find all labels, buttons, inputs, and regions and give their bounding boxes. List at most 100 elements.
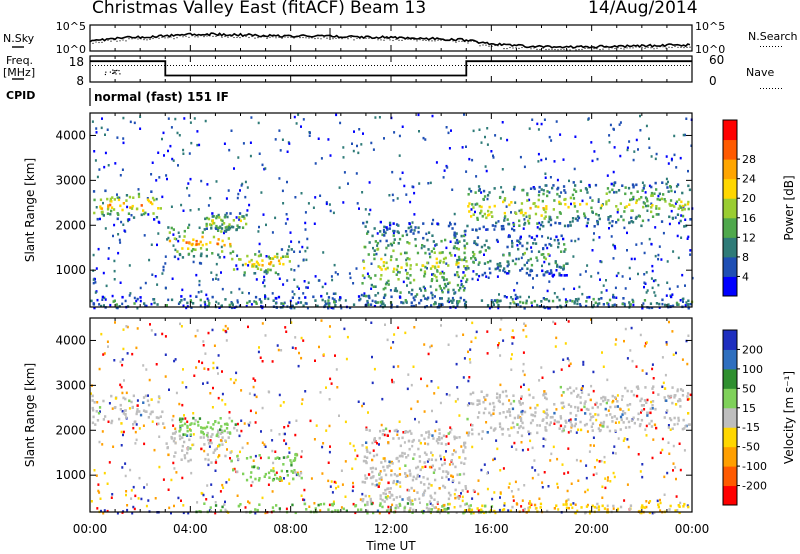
range-gate-cell <box>579 189 582 192</box>
freq-label-line2: [MHz] <box>3 66 36 79</box>
range-gate-cell <box>404 269 407 272</box>
range-gate-cell <box>676 388 679 391</box>
range-gate-cell <box>390 303 393 307</box>
range-gate-cell <box>641 505 644 509</box>
range-gate-cell <box>328 304 331 307</box>
range-gate-cell <box>457 247 460 251</box>
range-gate-cell <box>475 175 478 178</box>
range-gate-cell <box>477 509 480 512</box>
range-gate-cell <box>424 265 427 269</box>
range-gate-cell <box>533 503 537 507</box>
range-gate-cell <box>667 441 670 444</box>
beam-label: Beam 13 <box>350 0 427 18</box>
range-gate-cell <box>405 258 408 262</box>
nave-tick-label: 60 <box>709 53 724 67</box>
range-gate-cell <box>92 253 95 257</box>
nave-point <box>497 65 498 66</box>
range-gate-cell <box>544 271 547 274</box>
range-gate-cell <box>427 352 430 356</box>
range-gate-cell <box>635 385 639 389</box>
range-gate-cell <box>433 251 436 254</box>
nave-point <box>362 65 363 66</box>
range-gate-cell <box>180 458 183 461</box>
range-gate-cell <box>448 251 452 255</box>
range-gate-cell <box>98 168 101 171</box>
range-gate-cell <box>97 489 100 493</box>
range-gate-cell <box>158 221 161 224</box>
search-noise-point <box>362 37 364 39</box>
nave-legend-dot <box>775 88 776 89</box>
range-gate-cell <box>594 183 598 187</box>
range-gate-cell <box>604 477 607 480</box>
search-noise-point <box>245 35 247 38</box>
search-noise-point <box>116 40 118 42</box>
range-gate-cell <box>272 467 275 470</box>
range-gate-cell <box>388 464 391 468</box>
range-gate-cell <box>173 437 176 440</box>
range-gate-cell <box>196 420 200 424</box>
range-gate-cell <box>628 203 631 206</box>
nave-point <box>359 65 360 66</box>
range-gate-cell <box>235 371 238 375</box>
range-gate-cell <box>209 241 212 244</box>
nave-point <box>476 65 477 66</box>
range-gate-cell <box>676 213 680 216</box>
range-gate-cell <box>104 133 106 136</box>
range-gate-cell <box>544 215 547 218</box>
power-colorbar-swatch <box>723 276 737 297</box>
range-gate-cell <box>95 267 98 270</box>
range-gate-cell <box>274 271 277 275</box>
range-gate-cell <box>565 421 568 424</box>
range-gate-cell <box>573 300 576 303</box>
range-gate-cell <box>597 200 600 203</box>
nave-point <box>632 65 633 66</box>
range-gate-cell <box>177 231 180 234</box>
range-gate-cell <box>516 244 519 247</box>
range-gate-cell <box>456 300 459 303</box>
range-gate-cell <box>378 504 382 507</box>
range-gate-cell <box>545 408 549 412</box>
nave-point <box>317 65 318 66</box>
range-gate-cell <box>321 285 324 289</box>
range-gate-cell <box>370 287 373 290</box>
range-gate-cell <box>498 393 502 397</box>
range-gate-cell <box>136 404 139 407</box>
velocity-colorbar-tick-label: 50 <box>742 382 756 395</box>
range-gate-cell <box>327 479 330 483</box>
range-gate-cell <box>608 221 611 225</box>
range-gate-cell <box>605 401 608 405</box>
range-gate-cell <box>173 504 175 508</box>
range-gate-cell <box>453 231 456 235</box>
range-gate-cell <box>380 257 383 261</box>
range-gate-cell <box>271 439 274 442</box>
range-gate-cell <box>284 326 287 329</box>
range-gate-cell <box>405 262 408 265</box>
range-gate-cell <box>529 206 532 210</box>
range-gate-cell <box>221 398 224 402</box>
range-gate-cell <box>511 353 513 356</box>
range-gate-cell <box>460 283 463 287</box>
range-gate-cell <box>116 306 119 310</box>
range-gate-cell <box>418 460 422 463</box>
search-noise-point <box>398 39 400 41</box>
range-gate-cell <box>681 208 684 212</box>
range-gate-cell <box>671 216 674 220</box>
range-gate-cell <box>584 304 588 308</box>
range-gate-cell <box>601 496 604 499</box>
range-gate-cell <box>583 405 586 409</box>
range-gate-cell <box>483 243 486 247</box>
range-gate-cell <box>356 144 358 148</box>
range-gate-cell <box>366 500 369 504</box>
range-gate-cell <box>218 216 221 219</box>
range-gate-cell <box>444 284 448 288</box>
range-gate-cell <box>456 273 459 277</box>
range-gate-cell <box>555 120 558 123</box>
range-gate-cell <box>130 400 133 404</box>
range-gate-cell <box>520 202 524 205</box>
range-gate-cell <box>180 295 183 298</box>
range-gate-cell <box>596 302 600 306</box>
search-noise-point <box>251 35 253 38</box>
range-gate-cell <box>589 444 592 447</box>
range-gate-cell <box>374 467 377 471</box>
range-gate-cell <box>512 499 515 502</box>
